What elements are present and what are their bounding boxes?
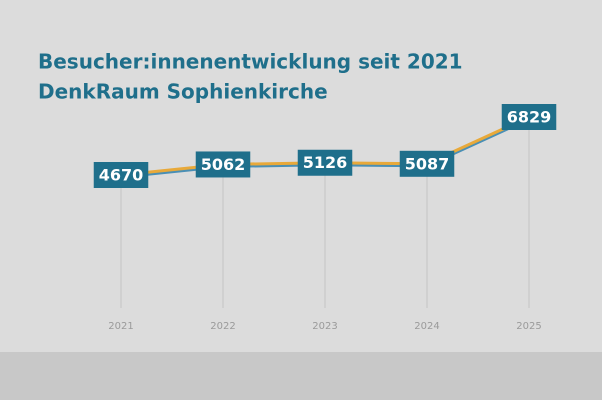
- value-label: 4670: [93, 162, 149, 188]
- value-label: 6829: [501, 104, 557, 130]
- x-tick-label: 2025: [516, 321, 541, 332]
- value-label-box: [93, 162, 149, 188]
- value-label: 5062: [195, 151, 251, 178]
- x-tick-label: 2022: [210, 321, 235, 332]
- chart-subtitle: DenkRaum Sophienkirche: [38, 80, 328, 104]
- value-label: 5126: [297, 149, 353, 176]
- value-label-text: 5062: [201, 155, 246, 174]
- value-label-box: [501, 104, 557, 130]
- x-tick-label: 2023: [312, 321, 337, 332]
- value-label-text: 6829: [507, 108, 552, 127]
- x-tick-label: 2024: [414, 321, 439, 332]
- x-tick-label: 2021: [108, 321, 133, 332]
- value-label-box: [399, 150, 455, 177]
- footer-band: [0, 352, 602, 400]
- value-label-text: 5087: [405, 154, 450, 173]
- value-label-text: 4670: [99, 166, 144, 185]
- value-label: 5087: [399, 150, 455, 177]
- value-label-box: [195, 151, 251, 178]
- value-label-text: 5126: [303, 153, 348, 172]
- value-label-box: [297, 149, 353, 176]
- chart-title: Besucher:innenentwicklung seit 2021: [38, 50, 463, 74]
